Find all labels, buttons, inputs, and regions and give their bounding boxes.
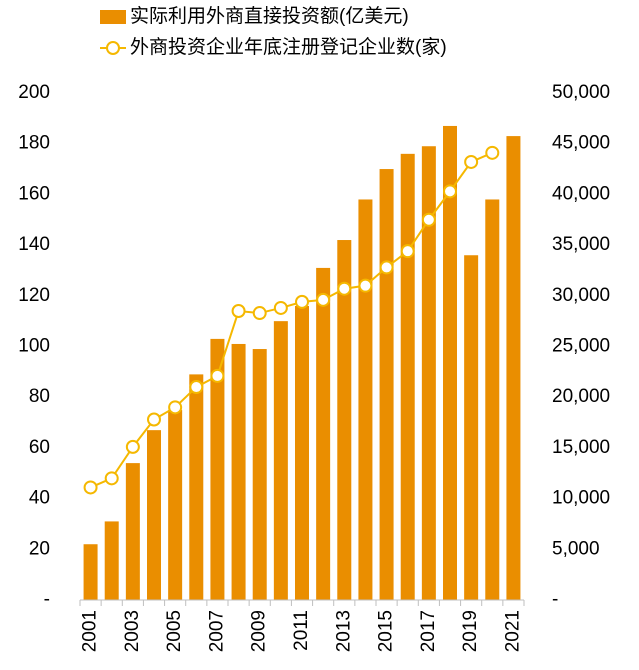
y2-tick-label: 25,000 <box>552 336 610 357</box>
y-tick-label: 40 <box>29 488 50 509</box>
bar <box>464 255 479 601</box>
bar <box>358 199 373 600</box>
y-tick-label: 60 <box>29 437 50 458</box>
line-marker <box>273 300 288 315</box>
y-tick-label: 20 <box>29 538 50 559</box>
bar <box>210 338 225 600</box>
y2-tick-label: 30,000 <box>552 285 610 306</box>
y-tick-label: 160 <box>18 183 50 204</box>
y2-tick-label: 45,000 <box>552 133 610 154</box>
y2-tick-label: 35,000 <box>552 234 610 255</box>
line-marker <box>231 304 246 319</box>
bar <box>485 199 500 600</box>
line-marker <box>295 294 309 309</box>
x-tick-label: 2017 <box>418 610 439 652</box>
y-tick-label: - <box>44 589 50 610</box>
line-marker <box>337 281 352 296</box>
bar <box>316 267 331 600</box>
line-marker <box>252 306 267 321</box>
bar <box>168 409 183 600</box>
bar <box>189 374 204 600</box>
x-tick-label: 2005 <box>164 610 185 652</box>
bar <box>295 305 309 600</box>
y2-tick-label: 20,000 <box>552 386 610 407</box>
line-marker <box>421 212 436 227</box>
x-tick-label: 2009 <box>249 610 270 652</box>
y2-tick-label: 15,000 <box>552 437 610 458</box>
y-tick-label: 140 <box>18 234 50 255</box>
line-marker <box>485 145 500 160</box>
legend-label: 外商投资企业年底注册登记企业数(家) <box>130 36 447 58</box>
line-marker <box>168 400 183 415</box>
y-tick-label: 80 <box>29 386 50 407</box>
x-tick-label: 2019 <box>460 610 481 652</box>
line-marker <box>189 380 204 395</box>
line-marker <box>316 292 331 307</box>
line-marker <box>400 244 415 259</box>
x-tick-label: 2011 <box>291 610 312 651</box>
x-tick-label: 2001 <box>80 610 101 652</box>
x-tick-label: 2003 <box>122 610 143 652</box>
y-tick-label: 200 <box>18 82 50 103</box>
bar <box>443 125 457 600</box>
line-marker <box>125 439 140 454</box>
line-marker <box>379 260 394 275</box>
y-tick-label: 120 <box>18 285 50 306</box>
line-marker <box>104 471 119 486</box>
bar <box>83 544 98 600</box>
x-tick-label: 2013 <box>333 610 354 652</box>
bar <box>337 240 352 600</box>
bar <box>379 169 394 601</box>
bar <box>104 521 119 600</box>
line-marker <box>464 154 479 169</box>
y-tick-label: 180 <box>18 133 50 154</box>
line-marker <box>358 278 373 293</box>
y2-tick-label: 50,000 <box>552 82 610 103</box>
y2-tick-label: 10,000 <box>552 488 610 509</box>
line-marker <box>147 412 161 427</box>
bar <box>506 136 521 600</box>
bar <box>400 153 415 600</box>
bar <box>125 463 140 600</box>
legend-swatch <box>100 10 126 24</box>
line-marker <box>210 368 225 383</box>
line-marker <box>443 184 457 199</box>
legend-swatch <box>106 41 120 55</box>
x-tick-label: 2015 <box>376 610 397 652</box>
bar <box>231 343 246 600</box>
bar <box>421 146 436 601</box>
bar <box>273 321 288 600</box>
x-tick-label: 2007 <box>206 610 227 652</box>
y2-tick-label: - <box>552 589 558 610</box>
bar <box>147 430 161 600</box>
y2-tick-label: 5,000 <box>552 538 600 559</box>
y2-tick-label: 40,000 <box>552 183 610 204</box>
bar <box>252 349 267 600</box>
x-tick-label: 2021 <box>502 610 523 652</box>
line-marker <box>83 480 98 495</box>
legend-label: 实际利用外商直接投资额(亿美元) <box>130 5 409 27</box>
y-tick-label: 100 <box>18 336 50 357</box>
